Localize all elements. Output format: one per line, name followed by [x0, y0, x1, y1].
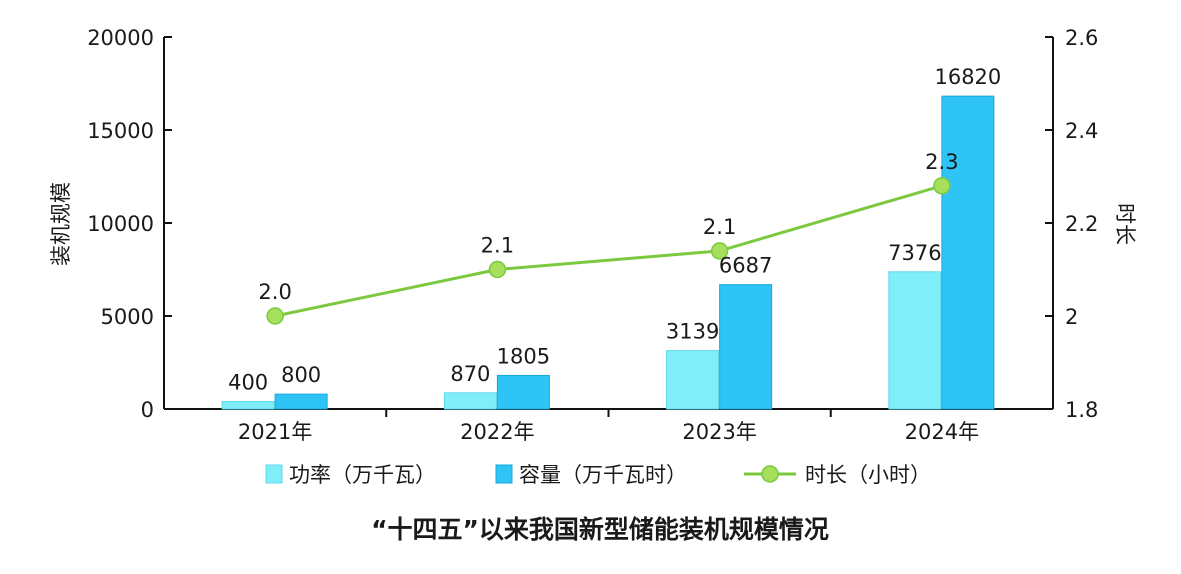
bar-capacity [274, 393, 328, 410]
data-label: 6687 [719, 254, 772, 278]
data-label: 870 [450, 362, 490, 386]
duration-marker [266, 307, 284, 325]
y-left-tick-label: 0 [141, 398, 154, 422]
legend-label-duration: 时长（小时） [805, 463, 931, 487]
bar-capacity [496, 374, 550, 410]
duration-label: 2.1 [703, 215, 736, 239]
bar-capacity [719, 284, 773, 410]
duration-line [274, 184, 943, 318]
bar-power [221, 401, 275, 410]
bar-power [443, 392, 497, 410]
bar-power [666, 350, 720, 410]
y-left-tick-label: 5000 [101, 305, 154, 329]
duration-label: 2.3 [925, 150, 958, 174]
y-right-tick-label: 1.8 [1065, 398, 1098, 422]
bar-power [888, 271, 942, 410]
y-right-tick-label: 2 [1065, 305, 1078, 329]
data-label: 800 [281, 363, 321, 387]
legend-swatch-capacity [495, 464, 513, 484]
bar-capacity [941, 95, 995, 410]
x-tick-label: 2022年 [460, 420, 534, 444]
data-label: 3139 [666, 320, 719, 344]
y-right-tick-label: 2.4 [1065, 119, 1098, 143]
axes: 0 5000 10000 15000 20000 1.8 2 2.2 2.4 2.6 2021年 20… [87, 26, 1098, 444]
y-right-tick-label: 2.2 [1065, 212, 1098, 236]
chart-title: “十四五”以来我国新型储能装机规模情况 [371, 515, 829, 544]
bars [221, 95, 995, 410]
y-left-label: 装机规模 [49, 182, 73, 266]
y-right-label: 时长 [1113, 203, 1137, 245]
y-left-tick-label: 20000 [87, 26, 154, 50]
duration-label: 2.1 [481, 234, 514, 258]
y-right-tick-label: 2.6 [1065, 26, 1098, 50]
legend: 功率（万千瓦） 容量（万千瓦时） 时长（小时） [265, 463, 931, 487]
duration-label: 2.0 [258, 280, 291, 304]
legend-label-power: 功率（万千瓦） [289, 463, 436, 487]
duration-marker [933, 177, 951, 195]
legend-label-capacity: 容量（万千瓦时） [519, 463, 687, 487]
line-series [266, 177, 951, 325]
data-labels: 400 870 3139 7376 800 1805 6687 16820 2.0 2.1 2.1 2… [228, 65, 1001, 394]
legend-swatch-power [265, 464, 283, 484]
duration-marker [488, 260, 507, 279]
legend-marker-duration [761, 465, 779, 483]
data-label: 7376 [888, 241, 941, 265]
data-label: 16820 [934, 65, 1001, 89]
y-left-tick-label: 10000 [87, 212, 154, 236]
data-label: 400 [228, 371, 268, 395]
data-label: 1805 [497, 344, 550, 368]
x-tick-label: 2021年 [238, 420, 312, 444]
x-tick-label: 2024年 [905, 420, 979, 444]
y-left-tick-label: 15000 [87, 119, 154, 143]
x-tick-label: 2023年 [682, 420, 756, 444]
duration-marker [710, 242, 729, 260]
